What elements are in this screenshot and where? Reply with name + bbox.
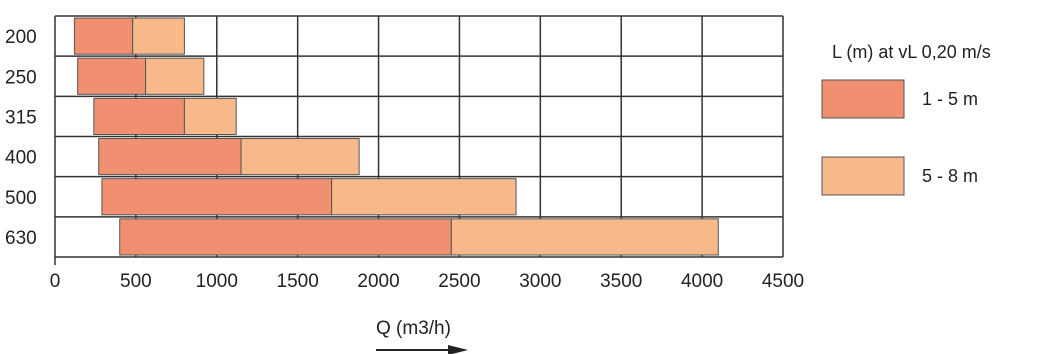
x-tick-label: 4000 bbox=[681, 271, 723, 292]
x-axis-title: Q (m3/h) bbox=[376, 318, 451, 339]
category-label: 315 bbox=[5, 107, 37, 128]
bar-series-2-400 bbox=[240, 138, 360, 176]
x-tick-label: 3500 bbox=[600, 271, 642, 292]
right-arrow-icon bbox=[376, 345, 468, 354]
x-tick-labels: 0 500 1000 1500 2000 2500 3000 3500 4000 4500 bbox=[50, 271, 804, 292]
category-label: 630 bbox=[5, 228, 37, 249]
bar-series-1-630 bbox=[119, 218, 452, 256]
legend-title: L (m) at vL 0,20 m/s bbox=[832, 42, 991, 62]
x-tick-label: 4500 bbox=[762, 271, 804, 292]
chart-grid bbox=[54, 15, 784, 265]
category-labels: 200 250 315 400 500 630 bbox=[5, 27, 37, 249]
bar-series-2-315 bbox=[183, 97, 237, 136]
bar-series-1-315 bbox=[93, 97, 185, 136]
x-tick-label: 500 bbox=[120, 271, 152, 292]
bar-series-1-500 bbox=[101, 178, 333, 216]
x-tick-label: 1000 bbox=[196, 271, 238, 292]
x-tick-label: 3000 bbox=[519, 271, 561, 292]
bar-series-1-200 bbox=[73, 17, 134, 55]
x-tick-label: 1500 bbox=[277, 271, 319, 292]
bar-series-2-630 bbox=[450, 218, 719, 256]
bar-series-1-400 bbox=[98, 138, 242, 176]
x-tick-label: 0 bbox=[50, 271, 61, 292]
legend: L (m) at vL 0,20 m/s 1 - 5 m 5 - 8 m bbox=[821, 42, 991, 196]
category-label: 250 bbox=[5, 67, 37, 88]
category-label: 400 bbox=[5, 148, 37, 169]
x-axis-title-group: Q (m3/h) bbox=[376, 318, 468, 354]
legend-swatch bbox=[821, 79, 905, 119]
bar-series-2-200 bbox=[132, 17, 185, 55]
category-label: 200 bbox=[5, 27, 37, 48]
x-tick-label: 2500 bbox=[438, 271, 480, 292]
legend-swatch bbox=[821, 156, 905, 196]
legend-label: 1 - 5 m bbox=[922, 89, 978, 109]
bar-series-1-250 bbox=[77, 57, 147, 95]
category-label: 500 bbox=[5, 188, 37, 209]
bar-series-2-500 bbox=[331, 178, 517, 216]
legend-label: 5 - 8 m bbox=[922, 166, 978, 186]
bar-group bbox=[73, 17, 719, 256]
x-tick-label: 2000 bbox=[357, 271, 399, 292]
bar-series-2-250 bbox=[145, 57, 205, 95]
